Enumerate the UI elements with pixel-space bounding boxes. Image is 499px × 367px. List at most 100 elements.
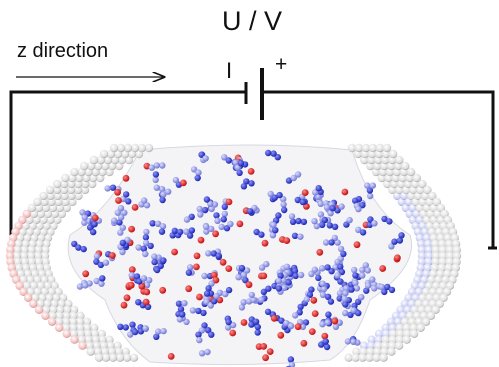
- nitrogen-atom: [276, 191, 283, 199]
- carbon-atom: [303, 296, 310, 303]
- electrode-atom: [34, 245, 43, 255]
- nitrogen-atom: [315, 274, 322, 282]
- electrode-atom: [62, 311, 71, 320]
- nitrogen-atom: [97, 261, 105, 269]
- nitrogen-atom: [246, 208, 254, 215]
- nitrogen-atom: [152, 171, 160, 178]
- nitrogen-atom: [278, 317, 285, 324]
- nitrogen-atom: [292, 272, 299, 280]
- nitrogen-atom: [132, 328, 139, 336]
- carbon-atom: [313, 222, 320, 230]
- nitrogen-atom: [275, 285, 283, 292]
- nitrogen-atom: [142, 234, 150, 241]
- oxygen-atom: [294, 323, 302, 331]
- electrode-atom: [83, 323, 92, 332]
- electrode-atom: [402, 335, 411, 344]
- oxygen-atom: [262, 354, 269, 362]
- nitrogen-atom: [237, 160, 245, 167]
- nitrogen-atom: [205, 327, 212, 334]
- nitrogen-atom: [140, 245, 148, 252]
- carbon-atom: [332, 323, 340, 330]
- oxygen-atom: [127, 281, 135, 289]
- electrode-atom: [388, 323, 397, 332]
- carbon-atom: [311, 218, 318, 225]
- nitrogen-atom: [242, 277, 249, 284]
- carbon-atom: [183, 216, 191, 223]
- electrode-atom: [22, 209, 31, 219]
- carbon-atom: [312, 189, 319, 196]
- electrode-atom: [375, 143, 385, 153]
- electrode-atom: [395, 323, 404, 332]
- carbon-atom: [198, 327, 206, 334]
- nitrogen-atom: [306, 291, 314, 298]
- nitrogen-atom: [291, 232, 299, 239]
- nitrogen-atom: [291, 267, 299, 275]
- oxygen-atom: [122, 174, 130, 182]
- electrode-atom: [15, 281, 24, 290]
- nitrogen-atom: [210, 250, 217, 257]
- carbon-atom: [79, 209, 86, 216]
- carbon-atom: [203, 298, 210, 306]
- oxygen-atom: [159, 286, 167, 294]
- electrode-atom: [54, 317, 64, 326]
- nitrogen-atom: [398, 232, 405, 239]
- nitrogen-atom: [211, 298, 218, 305]
- electrode-atom: [381, 323, 390, 332]
- carbon-atom: [142, 325, 149, 332]
- oxygen-atom: [266, 348, 274, 355]
- nitrogen-atom: [201, 206, 209, 214]
- oxygen-atom: [225, 265, 233, 272]
- electrode-atom: [428, 191, 437, 201]
- electrode-atom: [53, 179, 62, 189]
- nitrogen-atom: [388, 286, 396, 294]
- carbon-atom: [342, 290, 349, 297]
- nitrogen-atom: [287, 356, 295, 363]
- carbon-atom: [119, 248, 126, 256]
- oxygen-atom: [236, 220, 244, 228]
- oxygen-atom: [91, 214, 99, 222]
- carbon-atom: [240, 271, 248, 279]
- nitrogen-atom: [299, 198, 307, 206]
- nitrogen-atom: [136, 278, 143, 285]
- carbon-atom: [359, 272, 366, 279]
- carbon-atom: [240, 299, 247, 306]
- electrode-atom: [60, 173, 70, 183]
- nitrogen-atom: [297, 303, 304, 311]
- carbon-atom: [362, 262, 369, 269]
- carbon-atom: [81, 214, 88, 221]
- nitrogen-atom: [359, 202, 366, 209]
- carbon-atom: [334, 239, 341, 246]
- electrode-atom: [394, 341, 404, 350]
- carbon-atom: [317, 200, 324, 207]
- carbon-atom: [148, 164, 155, 171]
- carbon-atom: [280, 201, 287, 208]
- oxygen-atom: [245, 281, 253, 289]
- carbon-atom: [221, 154, 228, 161]
- carbon-atom: [207, 302, 214, 309]
- carbon-atom: [158, 185, 166, 193]
- nitrogen-atom: [366, 187, 374, 194]
- electrode-atom: [423, 185, 432, 195]
- nitrogen-atom: [367, 216, 374, 223]
- electrode-atom: [426, 311, 436, 320]
- electrode-atom: [130, 143, 140, 153]
- carbon-atom: [270, 221, 277, 229]
- carbon-atom: [208, 225, 215, 233]
- carbon-atom: [176, 316, 184, 323]
- electrode-atom: [86, 347, 95, 356]
- nitrogen-atom: [177, 228, 184, 236]
- oxygen-atom: [109, 252, 116, 259]
- carbon-atom: [243, 267, 251, 274]
- electrode-atom: [70, 167, 79, 177]
- nitrogen-atom: [274, 154, 281, 161]
- carbon-atom: [283, 263, 291, 270]
- electrode-atom: [452, 245, 461, 255]
- carbon-atom: [189, 307, 197, 314]
- electrode-atom: [431, 305, 440, 314]
- nitrogen-atom: [381, 215, 388, 223]
- oxygen-atom: [316, 248, 324, 256]
- electrode-atom: [19, 287, 28, 296]
- nitrogen-atom: [329, 205, 336, 212]
- nitrogen-atom: [328, 239, 335, 246]
- carbon-atom: [151, 253, 158, 260]
